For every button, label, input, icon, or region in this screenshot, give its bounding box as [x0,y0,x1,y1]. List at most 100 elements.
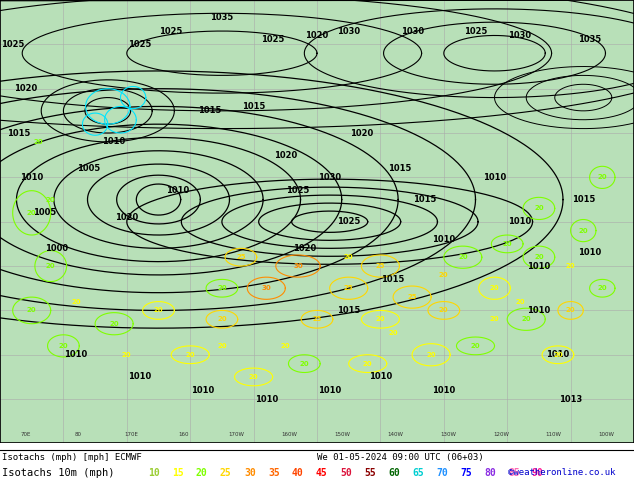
Text: 20: 20 [566,263,576,269]
Text: 20: 20 [46,263,56,269]
Text: 1025: 1025 [337,217,360,226]
Text: 75: 75 [460,468,472,478]
Text: 1025: 1025 [464,26,487,36]
Text: 1025: 1025 [261,35,284,45]
Text: 20: 20 [299,361,309,367]
Text: 30: 30 [293,263,303,269]
Text: 25: 25 [220,468,232,478]
Text: 1010: 1010 [508,217,531,226]
Text: 20: 20 [217,285,227,291]
Text: 1015: 1015 [198,106,221,115]
Text: 20: 20 [46,196,56,202]
Text: 65: 65 [412,468,424,478]
Text: 1020: 1020 [306,31,328,40]
Text: 20: 20 [470,343,481,349]
Text: 20: 20 [515,298,525,305]
Text: 100W: 100W [598,432,614,437]
Text: 20: 20 [33,139,43,145]
Text: 160W: 160W [281,432,297,437]
Text: 20: 20 [521,316,531,322]
Text: 40: 40 [292,468,304,478]
Text: 70E: 70E [20,432,30,437]
Text: 20: 20 [375,316,385,322]
Text: 20: 20 [122,352,132,358]
Text: 1035: 1035 [210,13,233,22]
Text: 1010: 1010 [432,386,455,395]
Text: 20: 20 [489,285,500,291]
Text: 20: 20 [597,174,607,180]
Text: 1030: 1030 [508,31,531,40]
Text: 1005: 1005 [33,208,56,218]
Text: 20: 20 [489,316,500,322]
Text: 1015: 1015 [382,275,404,284]
Text: 1020: 1020 [115,213,138,222]
Text: 1015: 1015 [413,195,436,204]
Text: 1025: 1025 [287,186,309,195]
Text: 20: 20 [426,352,436,358]
Text: 1010: 1010 [527,262,550,270]
Text: 1013: 1013 [559,394,582,404]
Text: 1010: 1010 [527,306,550,315]
Text: 30: 30 [261,285,271,291]
Text: 1010: 1010 [128,372,151,381]
Text: 150W: 150W [334,432,351,437]
Text: 1010: 1010 [547,350,569,359]
Text: 20: 20 [566,307,576,314]
Text: 1010: 1010 [103,137,126,147]
Text: 25: 25 [408,294,417,300]
Text: 25: 25 [344,285,353,291]
Text: 170W: 170W [229,432,245,437]
Text: 20: 20 [502,241,512,247]
Text: 20: 20 [553,352,563,358]
Text: 1010: 1010 [432,235,455,244]
Text: 1030: 1030 [401,26,424,36]
Text: 1025: 1025 [1,40,24,49]
Text: 130W: 130W [440,432,456,437]
Text: 170E: 170E [124,432,138,437]
Text: 160: 160 [179,432,189,437]
Text: 25: 25 [313,316,321,322]
Text: 20: 20 [458,254,468,260]
Text: 20: 20 [217,316,227,322]
Text: 20: 20 [597,285,607,291]
Text: 25: 25 [236,254,245,260]
Text: 1015: 1015 [242,102,265,111]
Text: 35: 35 [268,468,280,478]
Text: 1025: 1025 [128,40,151,49]
Text: 1010: 1010 [483,173,506,182]
Text: 80: 80 [484,468,496,478]
Text: 20: 20 [71,298,81,305]
Text: 60: 60 [388,468,400,478]
Text: 1010: 1010 [65,350,87,359]
Text: 55: 55 [364,468,376,478]
Text: 20: 20 [153,307,164,314]
Text: 1010: 1010 [191,386,214,395]
Text: 20: 20 [249,374,259,380]
Text: 1010: 1010 [166,186,189,195]
Text: Isotachs (mph) [mph] ECMWF: Isotachs (mph) [mph] ECMWF [2,453,142,462]
Text: 20: 20 [58,343,68,349]
Text: 20: 20 [185,352,195,358]
Text: 1030: 1030 [337,26,360,36]
Text: 20: 20 [388,330,398,336]
Text: 20: 20 [27,210,37,216]
Text: 1020: 1020 [350,128,373,138]
Text: 1000: 1000 [46,244,68,253]
Text: 1020: 1020 [293,244,316,253]
Text: 20: 20 [439,307,449,314]
Text: 110W: 110W [546,432,562,437]
Text: 20: 20 [196,468,208,478]
Text: 30: 30 [244,468,256,478]
Text: 1010: 1010 [255,394,278,404]
Text: 1025: 1025 [160,26,183,36]
Text: 80: 80 [75,432,82,437]
Text: Isotachs 10m (mph): Isotachs 10m (mph) [2,468,115,478]
Text: 20: 20 [27,307,37,314]
Text: 20: 20 [363,361,373,367]
Text: 1035: 1035 [578,35,601,45]
Text: 1010: 1010 [20,173,43,182]
Text: 1030: 1030 [318,173,341,182]
Text: 1005: 1005 [77,164,100,173]
Text: 20: 20 [344,254,354,260]
Text: 20: 20 [109,321,119,327]
